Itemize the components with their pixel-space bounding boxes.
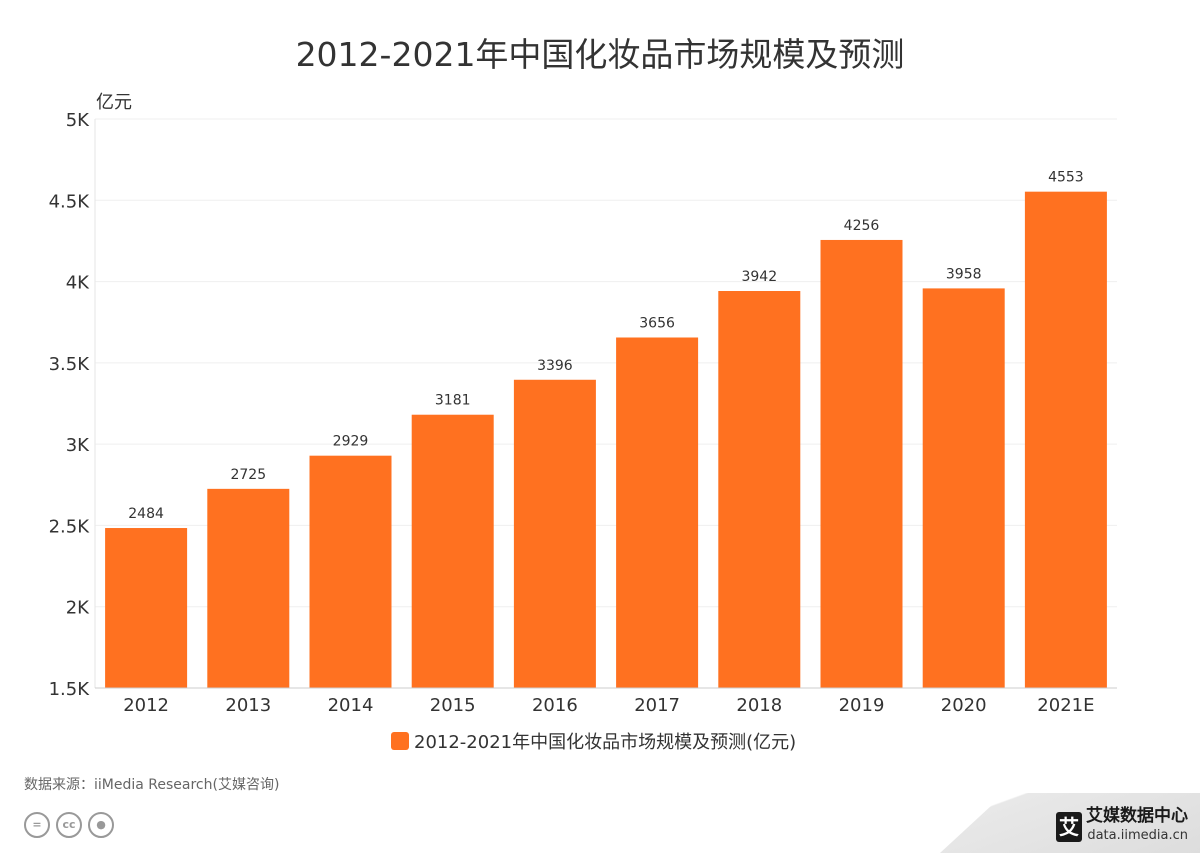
data-label: 3656 [639, 315, 675, 331]
data-label: 4256 [844, 218, 880, 234]
x-tick-label: 2021E [1037, 695, 1094, 716]
brand-logo: 艾 [1056, 812, 1082, 842]
data-label: 3958 [946, 266, 982, 282]
bar-2021E [1024, 191, 1107, 688]
bar-2017 [616, 337, 699, 688]
y-tick-label: 2.5K [49, 516, 91, 537]
bar-2014 [309, 455, 392, 688]
y-tick-label: 2K [66, 598, 90, 619]
x-tick-label: 2020 [941, 695, 987, 716]
y-axis-unit: 亿元 [96, 92, 132, 113]
x-tick-label: 2013 [225, 695, 271, 716]
y-tick-label: 1.5K [49, 679, 91, 700]
data-label: 3396 [537, 358, 573, 374]
y-tick-label: 4K [66, 273, 90, 294]
bar-2020 [922, 288, 1005, 688]
legend-label: 2012-2021年中国化妆品市场规模及预测(亿元) [414, 732, 796, 753]
bar-2015 [411, 414, 494, 688]
bar-2016 [513, 379, 596, 688]
bar-2012 [105, 528, 188, 688]
x-tick-label: 2014 [328, 695, 374, 716]
data-label: 2484 [128, 506, 164, 522]
data-label: 2929 [333, 434, 369, 450]
brand-name: 艾媒数据中心 [1086, 806, 1188, 826]
bar-2018 [718, 291, 801, 688]
data-label: 3181 [435, 393, 471, 409]
cc-by-icon: ● [88, 812, 114, 838]
x-tick-label: 2012 [123, 695, 169, 716]
x-tick-label: 2019 [839, 695, 885, 716]
x-tick-label: 2018 [736, 695, 782, 716]
cc-nd-icon: = [24, 812, 50, 838]
y-tick-label: 5K [66, 110, 90, 131]
bar-2013 [207, 488, 290, 688]
bar-2019 [820, 239, 903, 689]
chart-title: 2012-2021年中国化妆品市场规模及预测 [295, 35, 905, 74]
x-tick-label: 2016 [532, 695, 578, 716]
data-label: 3942 [741, 269, 777, 285]
cc-icon: cc [56, 812, 82, 838]
y-tick-label: 4.5K [49, 191, 91, 212]
y-tick-label: 3K [66, 435, 90, 456]
y-tick-label: 3.5K [49, 354, 91, 375]
legend-swatch [391, 732, 409, 750]
x-tick-label: 2015 [430, 695, 476, 716]
x-tick-label: 2017 [634, 695, 680, 716]
data-source: 数据来源：iiMedia Research(艾媒咨询) [24, 777, 280, 793]
brand-url: data.iimedia.cn [1087, 828, 1188, 843]
bar-chart: 1.5K 2K 2.5K 3K 3.5K 4K 4.5K 5K 亿元 2484 2012 2725 20… [49, 92, 1117, 753]
data-label: 2725 [230, 467, 266, 483]
data-label: 4553 [1048, 170, 1084, 186]
